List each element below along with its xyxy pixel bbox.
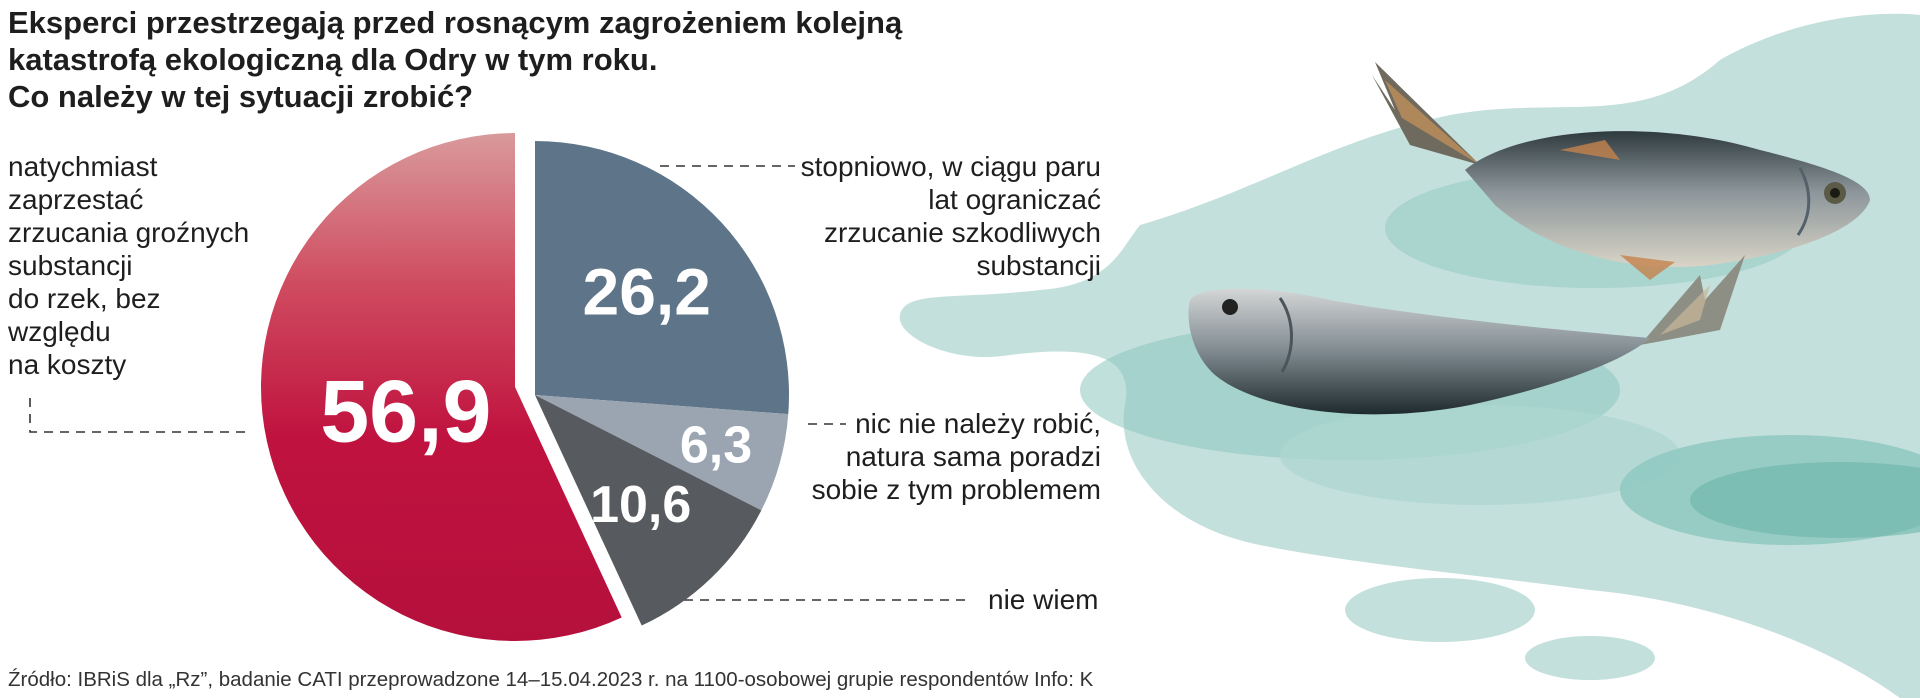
- label-line: zaprzestać: [8, 184, 144, 215]
- pie-value-label: 10,6: [590, 476, 691, 534]
- source-note: Źródło: IBRiS dla „Rz”, badanie CATI prz…: [8, 668, 1094, 691]
- label-nothing: nic nie należy robić, natura sama poradz…: [812, 407, 1101, 506]
- pie-slices: [260, 133, 789, 641]
- label-line: zrzucania groźnych: [8, 217, 250, 248]
- label-line: sobie z tym problemem: [811, 474, 1101, 505]
- pie-value-label: 6,3: [680, 417, 752, 475]
- label-line: na koszty: [8, 349, 127, 380]
- label-line: lat ograniczać: [928, 184, 1101, 215]
- title-line-3: Co należy w tej sytuacji zrobić?: [8, 79, 474, 114]
- chart-title: Eksperci przestrzegają przed rosnącym za…: [8, 4, 948, 115]
- fish-top: [1372, 62, 1870, 280]
- label-line: zrzucanie szkodliwych: [824, 217, 1101, 248]
- leader-line: [29, 398, 252, 433]
- label-line: względu: [8, 316, 111, 347]
- pie-value-labels: 26,2 6,310,6 56,9: [320, 254, 752, 533]
- label-line: substancji: [976, 250, 1101, 281]
- label-line: stopniowo, w ciągu paru: [800, 151, 1101, 182]
- label-gradual: stopniowo, w ciągu paru lat ograniczać z…: [801, 150, 1101, 282]
- title-line-1: Eksperci przestrzegają przed rosnącym za…: [8, 5, 903, 40]
- title-line-2: katastrofą ekologiczną dla Odry w tym ro…: [8, 42, 658, 77]
- label-stop-now: natychmiast zaprzestać zrzucania groźnyc…: [8, 150, 249, 381]
- pie-slice: [535, 141, 789, 415]
- pie-value-label: 56,9: [320, 362, 491, 461]
- label-line: do rzek, bez: [8, 283, 161, 314]
- fish-bottom: [1188, 255, 1745, 415]
- pie-slice: [535, 395, 762, 626]
- label-line: nic nie należy robić,: [855, 408, 1101, 439]
- label-dont-know: nie wiem: [988, 583, 1098, 616]
- label-line: substancji: [8, 250, 133, 281]
- leader-lines: [29, 165, 972, 601]
- label-line: natura sama poradzi: [845, 441, 1101, 472]
- label-line: nie wiem: [988, 584, 1099, 615]
- pie-value-label: 26,2: [583, 254, 711, 328]
- label-line: natychmiast: [8, 151, 158, 182]
- pie-slice: [260, 133, 622, 641]
- pie-slice: [535, 395, 789, 511]
